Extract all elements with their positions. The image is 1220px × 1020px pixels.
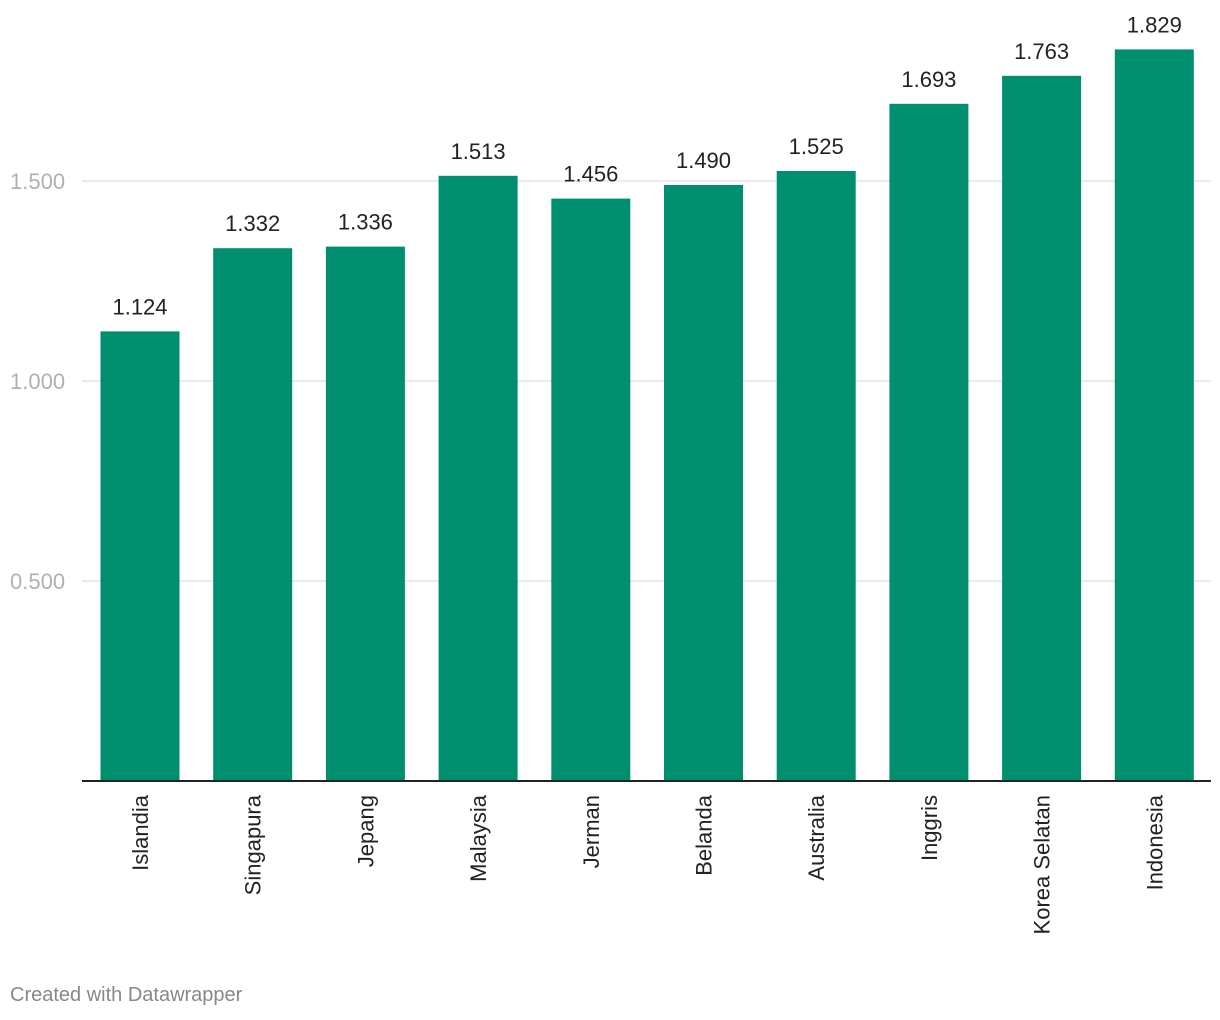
bar-value-label: 1.763 bbox=[1014, 39, 1069, 64]
x-category-label: Jepang bbox=[353, 795, 378, 867]
bar bbox=[889, 103, 969, 782]
footer-credit: Created with Datawrapper bbox=[10, 984, 243, 1006]
bars bbox=[100, 49, 1194, 782]
bar bbox=[551, 198, 631, 782]
y-tick-label: 1.000 bbox=[10, 369, 65, 394]
x-category-label: Islandia bbox=[128, 794, 153, 871]
bar bbox=[1002, 75, 1082, 782]
bar-value-label: 1.456 bbox=[563, 162, 618, 187]
x-category-label: Jerman bbox=[579, 795, 604, 868]
x-category-label: Belanda bbox=[692, 794, 717, 876]
x-axis-category-labels: Islandia Singapura Jepang Malaysia Jerman Bel… bbox=[128, 794, 1167, 934]
y-tick-label: 0.500 bbox=[10, 569, 65, 594]
y-tick-label: 1.500 bbox=[10, 169, 65, 194]
bar bbox=[1114, 49, 1194, 781]
bar bbox=[213, 248, 293, 781]
x-category-label: Australia bbox=[804, 794, 829, 880]
bar bbox=[325, 246, 405, 782]
bar bbox=[100, 331, 180, 781]
bar bbox=[438, 175, 518, 782]
x-category-label: Korea Selatan bbox=[1030, 795, 1055, 934]
bar-value-label: 1.336 bbox=[338, 210, 393, 235]
bar-value-label: 1.525 bbox=[789, 134, 844, 159]
y-axis-tick-labels: 0.500 1.000 1.500 bbox=[10, 169, 65, 594]
bar bbox=[664, 185, 743, 781]
x-category-label: Indonesia bbox=[1142, 794, 1167, 890]
bar-value-label: 1.124 bbox=[112, 294, 167, 319]
x-category-label: Inggris bbox=[917, 795, 942, 861]
bar-value-label: 1.829 bbox=[1127, 12, 1182, 37]
bar bbox=[776, 171, 856, 781]
bar-value-label: 1.490 bbox=[676, 148, 731, 173]
x-category-label: Malaysia bbox=[466, 794, 491, 882]
bar-value-label: 1.693 bbox=[901, 67, 956, 92]
x-category-label: Singapura bbox=[241, 794, 266, 895]
bar-value-label: 1.513 bbox=[451, 139, 506, 164]
bar-value-labels: 1.124 1.332 1.336 1.513 1.456 1.490 1.525 1.693… bbox=[112, 12, 1181, 319]
bar-value-label: 1.332 bbox=[225, 211, 280, 236]
